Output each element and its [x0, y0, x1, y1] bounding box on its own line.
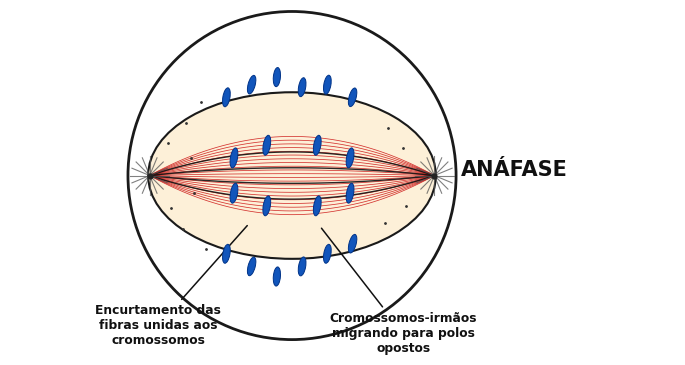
Ellipse shape: [247, 257, 256, 276]
Ellipse shape: [273, 267, 280, 286]
Ellipse shape: [223, 244, 230, 263]
Ellipse shape: [346, 183, 354, 203]
Ellipse shape: [223, 88, 230, 107]
Ellipse shape: [230, 183, 238, 203]
Ellipse shape: [247, 75, 256, 94]
Ellipse shape: [349, 88, 357, 107]
Ellipse shape: [273, 68, 280, 87]
Text: ANÁFASE: ANÁFASE: [461, 161, 568, 180]
Ellipse shape: [298, 78, 306, 97]
Ellipse shape: [313, 196, 321, 216]
Ellipse shape: [263, 196, 271, 216]
Ellipse shape: [148, 92, 436, 259]
Text: Encurtamento das
fibras unidas aos
cromossomos: Encurtamento das fibras unidas aos cromo…: [95, 226, 247, 347]
Ellipse shape: [349, 234, 357, 253]
Ellipse shape: [323, 75, 332, 94]
Ellipse shape: [298, 257, 306, 276]
Ellipse shape: [263, 135, 271, 155]
Ellipse shape: [323, 244, 332, 263]
Ellipse shape: [230, 148, 238, 168]
Ellipse shape: [346, 148, 354, 168]
Text: Cromossomos-irmãos
migrando para polos
opostos: Cromossomos-irmãos migrando para polos o…: [321, 228, 477, 355]
Ellipse shape: [313, 135, 321, 155]
